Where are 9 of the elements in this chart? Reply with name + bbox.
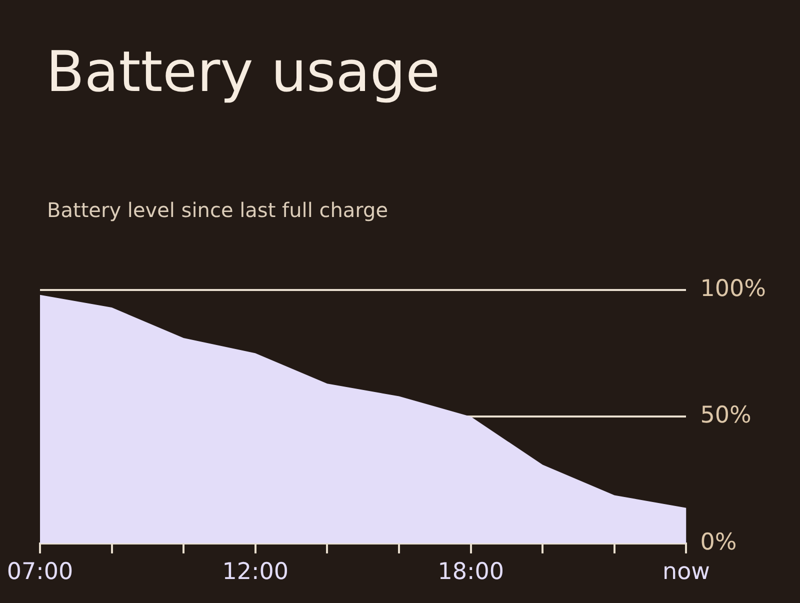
y-tick-label: 0%	[700, 529, 737, 556]
y-tick-label: 50%	[700, 402, 752, 429]
y-tick-label: 100%	[700, 276, 766, 302]
x-tick-label: now	[662, 559, 710, 586]
x-tick-label: 12:00	[222, 559, 289, 586]
x-tick-label: 07:00	[6, 559, 74, 586]
chart-subtitle: Battery level since last full charge	[47, 198, 388, 222]
x-tick-label: 18:00	[438, 559, 504, 586]
chart-title: Battery usage	[46, 40, 440, 105]
